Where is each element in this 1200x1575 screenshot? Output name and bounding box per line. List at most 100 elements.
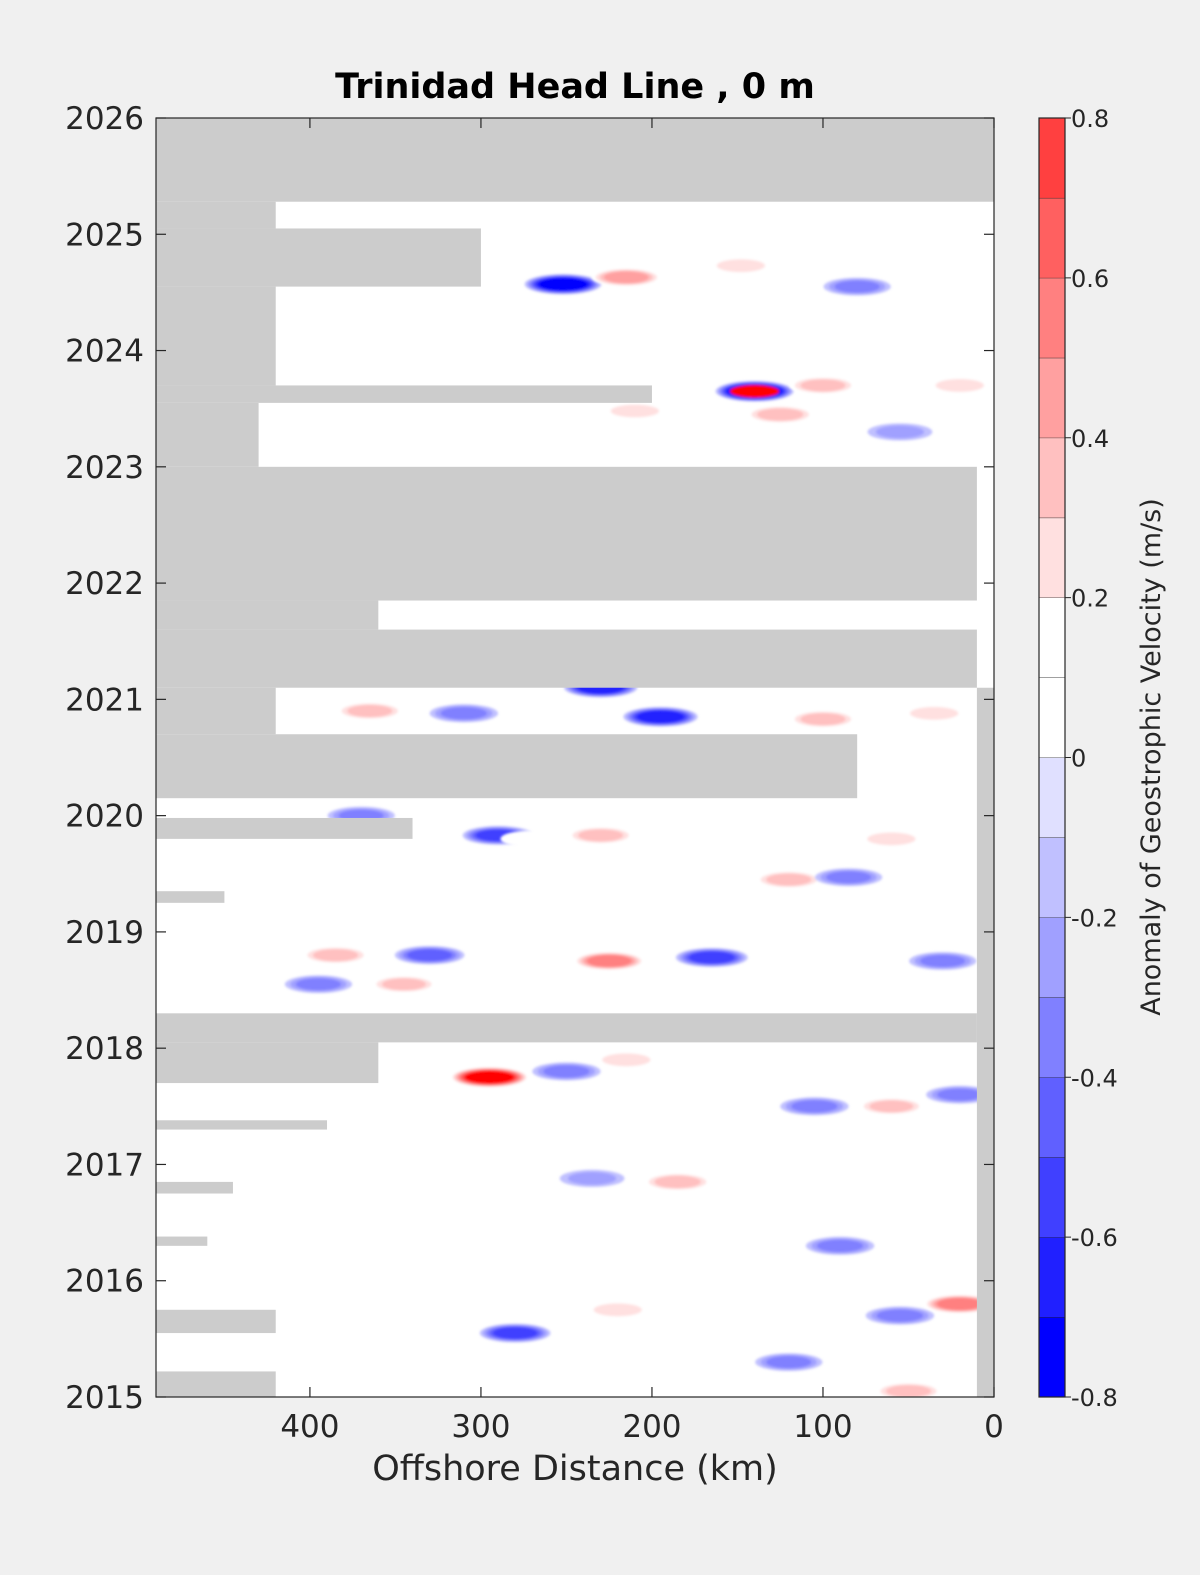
colorbar-segment [1039,437,1065,518]
colorbar-tick-label: 0 [1071,745,1086,773]
chart-title: Trinidad Head Line , 0 m [335,67,815,107]
anomaly-feature [901,704,967,722]
x-tick-label: 0 [984,1409,1004,1445]
y-tick-label: 2018 [65,1031,144,1067]
colorbar-tick-label: -0.6 [1071,1224,1118,1252]
anomaly-feature [746,405,815,424]
contour-level [867,832,916,846]
no-data-band [156,687,276,735]
no-data-band [156,734,858,799]
x-axis-label: Offshore Distance (km) [372,1449,778,1489]
contour-level [654,1175,701,1189]
x-axis-ticks: 400 300 200 100 0 [280,118,1004,1445]
no-data-band [156,385,652,403]
anomaly-feature [874,1382,943,1397]
y-tick-label: 2015 [65,1380,144,1416]
contour-level [757,408,804,421]
contour-level [593,1303,642,1317]
colorbar-segment [1039,517,1065,598]
anomaly-feature [370,975,437,993]
contour-level [885,1385,932,1397]
colorbar-segment [1039,757,1065,838]
colorbar-tick-label: -0.2 [1071,904,1118,932]
colorbar-tick-label: 0.2 [1071,585,1109,613]
colorbar-ticks: -0.8 -0.6 -0.4 -0.2 0 0.2 0.4 0.6 0.8 [1065,105,1118,1412]
no-data-band [156,228,481,287]
colorbar-tick-label: -0.8 [1071,1384,1118,1412]
anomaly-feature [755,870,823,889]
contour-level [543,1065,590,1078]
no-data-band [156,1309,276,1334]
contour-level [578,829,624,842]
anomaly-feature [805,1236,875,1255]
no-data-band [156,1371,276,1397]
contour-level [920,955,966,967]
colorbar-tick-label: 0.6 [1071,265,1109,293]
contour-level [935,379,984,392]
contour-level [347,705,393,717]
colorbar-segment [1039,837,1065,918]
contour-level [816,1239,864,1252]
y-tick-label: 2019 [65,915,144,951]
y-tick-label: 2016 [65,1264,144,1300]
colorbar-tick-label: 0.4 [1071,425,1109,453]
no-data-band [156,600,379,630]
colorbar-label: Anomaly of Geostrophic Velocity (m/s) [1136,498,1167,1016]
anomaly-feature [858,1097,925,1116]
contour-level [637,710,684,723]
contour-level [875,425,925,439]
anomaly-feature [524,274,602,295]
contour-level [407,949,453,962]
anomaly-feature [623,707,698,727]
anomaly-feature [708,257,774,275]
anomaly-feature [865,1306,935,1325]
colorbar-segment [1039,197,1065,278]
colorbar-segment [1039,118,1065,198]
contour-level [464,1070,515,1084]
colorbar-segment [1039,1077,1065,1158]
anomaly-feature [429,704,499,723]
anomaly-feature [909,952,977,970]
anomaly-feature [500,830,565,848]
contour-level [800,379,846,392]
x-tick-label: 100 [793,1409,852,1445]
y-tick-label: 2020 [65,799,144,835]
x-tick-label: 300 [451,1409,510,1445]
contour-level [716,259,766,273]
anomaly-feature [585,1301,651,1319]
colorbar-segment [1039,277,1065,358]
no-data-regions [156,118,994,1397]
anomaly-feature [449,359,513,377]
anomaly-feature [591,268,662,287]
anomaly-feature [593,1051,659,1069]
colorbar-segment [1039,997,1065,1078]
colorbar-segment [1039,1237,1065,1318]
colorbar-segment [1039,1317,1065,1397]
contour-level [689,951,735,964]
anomaly-feature [755,1353,823,1372]
anomaly-feature [394,945,465,965]
anomaly-feature [927,376,993,395]
no-data-band [156,118,994,202]
anomaly-feature [823,277,891,296]
colorbar-segment [1039,677,1065,758]
contour-level [869,1100,914,1113]
colorbar-tick-label: -0.4 [1071,1064,1118,1092]
contour-level [440,707,488,720]
anomaly-feature [715,380,794,402]
anomaly-feature [643,1172,712,1191]
colorbar [1038,117,1066,1398]
contour-level [449,359,513,377]
anomaly-feature [336,702,404,720]
anomaly-feature [789,376,857,395]
contour-level [766,873,812,886]
no-data-band [156,629,977,688]
contour-level [492,1327,538,1339]
anomaly-feature [567,826,635,845]
contour-level [936,1298,983,1310]
anomaly-feature [559,1169,625,1188]
contour-level [602,1053,651,1067]
no-data-band [156,1181,233,1194]
contour-level [567,1172,617,1185]
y-axis-ticks: 2015 2016 2017 2018 2019 2020 2021 2022 2023 2024… [65,101,994,1416]
